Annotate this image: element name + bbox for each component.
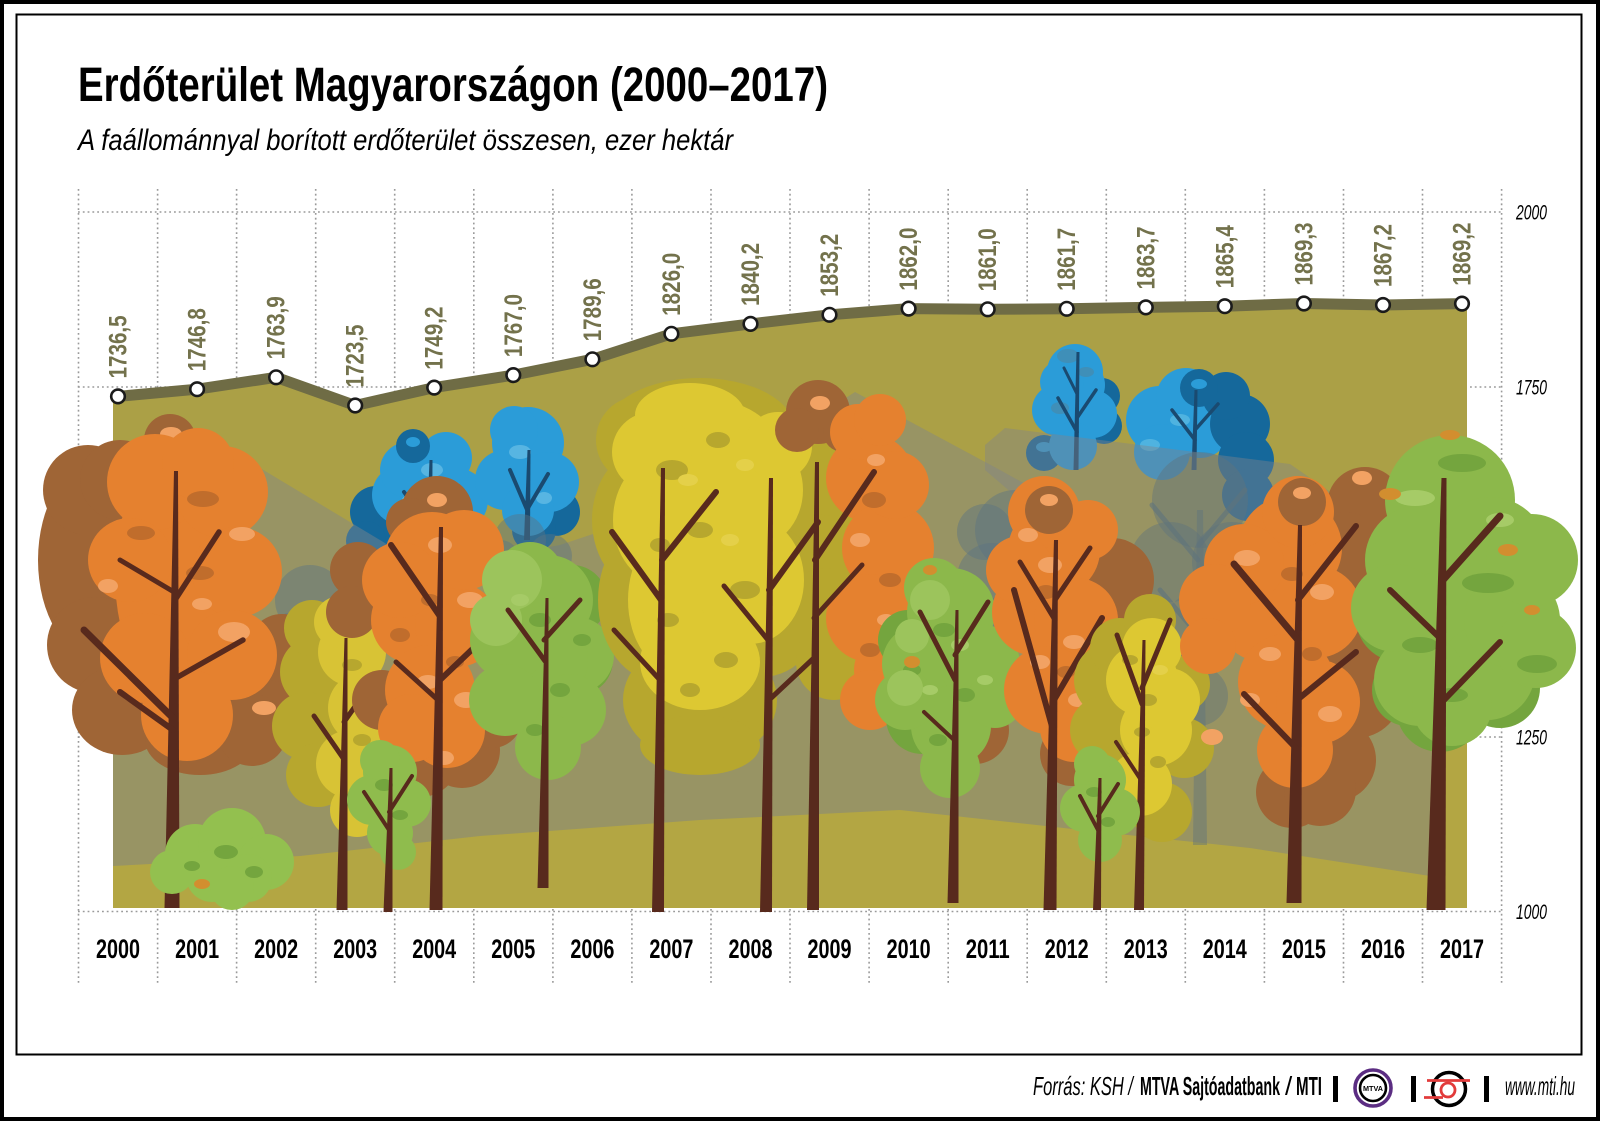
svg-text:2015: 2015 <box>1282 934 1326 964</box>
svg-text:2016: 2016 <box>1361 934 1405 964</box>
svg-text:1853,2: 1853,2 <box>816 234 844 297</box>
svg-text:2012: 2012 <box>1045 934 1089 964</box>
svg-text:1000: 1000 <box>1516 901 1547 924</box>
svg-text:/: / <box>1285 1071 1293 1101</box>
svg-text:2005: 2005 <box>491 934 535 964</box>
svg-text:1861,7: 1861,7 <box>1053 228 1081 291</box>
svg-text:A faállománnyal borított erdőt: A faállománnyal borított erdőterület öss… <box>76 124 734 157</box>
svg-text:1723,5: 1723,5 <box>342 324 370 387</box>
svg-text:1250: 1250 <box>1516 727 1547 750</box>
svg-text:1865,4: 1865,4 <box>1211 225 1239 288</box>
svg-text:1736,5: 1736,5 <box>105 315 133 378</box>
svg-text:2017: 2017 <box>1440 934 1484 964</box>
svg-text:1840,2: 1840,2 <box>737 243 765 306</box>
svg-text:Forrás: KSH /: Forrás: KSH / <box>1033 1071 1135 1101</box>
svg-text:2000: 2000 <box>1515 202 1547 225</box>
svg-text:MTVA Sajtóadatbank: MTVA Sajtóadatbank <box>1140 1071 1280 1101</box>
svg-text:1763,9: 1763,9 <box>263 296 291 359</box>
svg-text:2003: 2003 <box>333 934 377 964</box>
svg-text:1826,0: 1826,0 <box>658 253 686 316</box>
svg-text:2000: 2000 <box>96 934 140 964</box>
svg-text:Erdőterület Magyarországon (20: Erdőterület Magyarországon (2000–2017) <box>78 59 828 112</box>
svg-text:1867,2: 1867,2 <box>1370 224 1398 287</box>
svg-text:2001: 2001 <box>175 934 219 964</box>
svg-text:1869,3: 1869,3 <box>1290 223 1318 286</box>
svg-text:1789,6: 1789,6 <box>579 278 607 341</box>
svg-text:1862,0: 1862,0 <box>895 228 923 291</box>
svg-text:2002: 2002 <box>254 934 298 964</box>
svg-text:2009: 2009 <box>808 934 852 964</box>
svg-text:2011: 2011 <box>966 934 1010 964</box>
svg-text:1750: 1750 <box>1516 377 1547 400</box>
svg-text:2004: 2004 <box>412 934 456 964</box>
svg-text:2007: 2007 <box>649 934 693 964</box>
svg-text:1749,2: 1749,2 <box>421 307 449 370</box>
svg-text:2006: 2006 <box>570 934 614 964</box>
svg-text:2014: 2014 <box>1203 934 1247 964</box>
svg-text:MTVA: MTVA <box>1363 1086 1383 1093</box>
svg-text:MTI: MTI <box>1296 1071 1322 1101</box>
svg-text:1869,2: 1869,2 <box>1449 223 1477 286</box>
svg-text:1861,0: 1861,0 <box>974 228 1002 291</box>
svg-text:2010: 2010 <box>887 934 931 964</box>
svg-text:2008: 2008 <box>729 934 773 964</box>
svg-text:1746,8: 1746,8 <box>184 308 212 371</box>
svg-text:2013: 2013 <box>1124 934 1168 964</box>
svg-text:1767,0: 1767,0 <box>500 294 528 357</box>
svg-text:1863,7: 1863,7 <box>1132 226 1160 289</box>
svg-text:www.mti.hu: www.mti.hu <box>1505 1071 1575 1101</box>
